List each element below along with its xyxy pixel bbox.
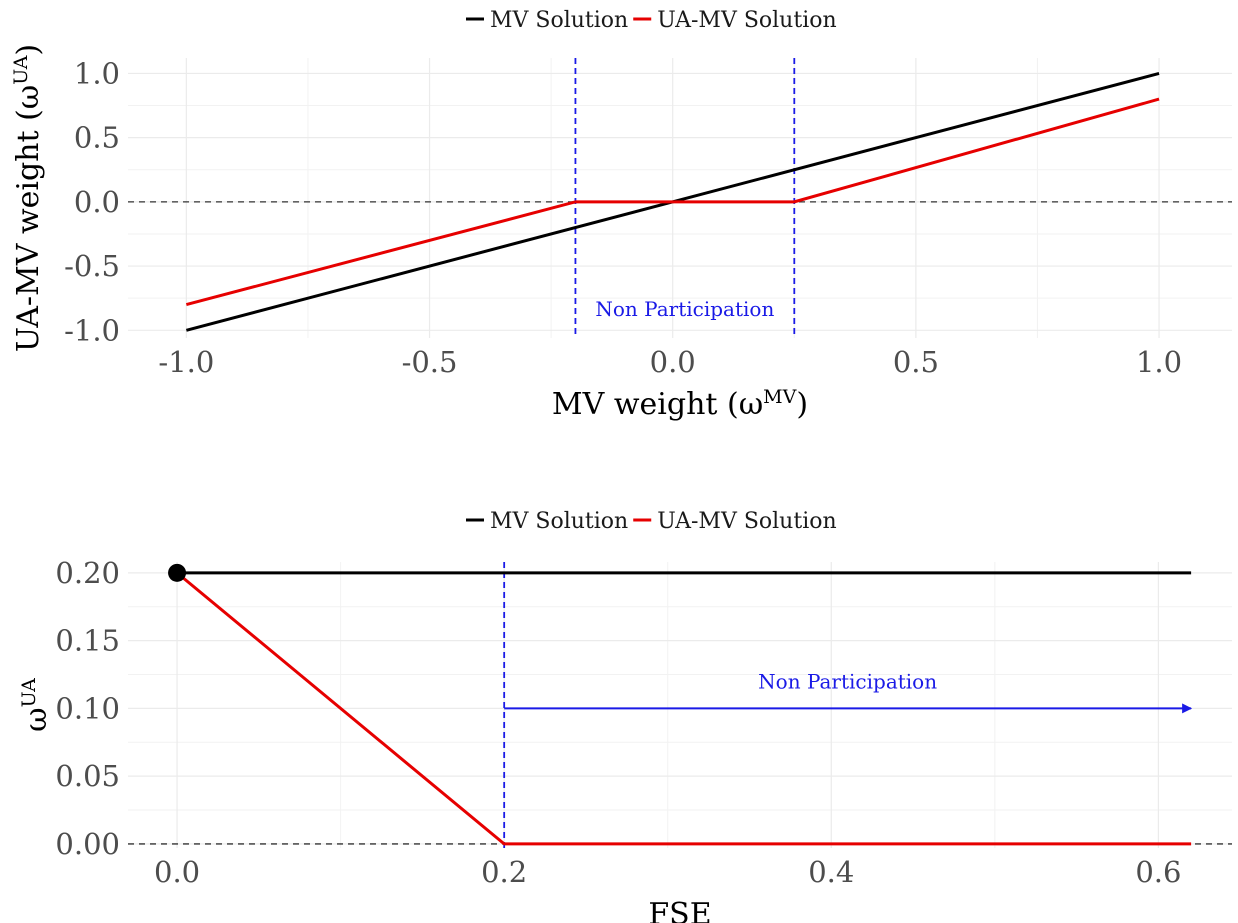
x-tick-label: 0.6	[1135, 855, 1181, 889]
x-tick-label: 0.0	[650, 345, 696, 379]
x-tick-label: 0.2	[481, 855, 527, 889]
x-tick-label: -0.5	[402, 345, 458, 379]
x-tick-label: -1.0	[158, 345, 214, 379]
series-line-ua-mv-solution	[176, 571, 1192, 846]
top-chart: MV Solution UA-MV Solution -1.0 -0.5 0.0 0.5 1…	[10, 8, 1232, 422]
y-tick-label: -0.5	[64, 249, 120, 283]
y-tick-label: 1.0	[74, 56, 120, 90]
legend-label-1: UA-MV Solution	[657, 509, 836, 534]
annotation-non-participation: Non Participation	[595, 297, 774, 321]
y-tick-label: 0.20	[55, 556, 120, 590]
bottom-chart: MV Solution UA-MV Solution 0.0 0.2 0.4 0.6 0.0…	[18, 509, 1232, 923]
start-point-marker	[168, 563, 187, 582]
x-tick-label: 0.5	[893, 345, 939, 379]
series-line-ua-mv-solution	[185, 97, 1160, 307]
y-tick-label: 0.10	[55, 691, 120, 725]
y-tick-label: 0.00	[55, 827, 120, 861]
legend-label-0: MV Solution	[490, 8, 628, 33]
x-tick-label: 0.0	[154, 855, 200, 889]
y-tick-label: 0.5	[74, 121, 120, 155]
annotation-non-participation: Non Participation	[758, 669, 937, 693]
y-axis-title: ωUA	[18, 678, 54, 732]
x-axis-title: MV weight (ωMV)	[552, 386, 808, 422]
y-axis-title: UA-MV weight (ωUA)	[10, 44, 46, 352]
legend-label-0: MV Solution	[490, 509, 628, 534]
legend: MV Solution UA-MV Solution	[466, 8, 837, 33]
y-tick-label: 0.15	[55, 624, 120, 658]
legend-label-1: UA-MV Solution	[657, 8, 836, 33]
x-axis-title: FSE	[648, 897, 711, 923]
y-tick-label: -1.0	[64, 313, 120, 347]
y-tick-label: 0.0	[74, 185, 120, 219]
y-tick-label: 0.05	[55, 759, 120, 793]
x-tick-label: 1.0	[1136, 345, 1182, 379]
x-tick-label: 0.4	[808, 855, 854, 889]
legend: MV Solution UA-MV Solution	[466, 509, 837, 534]
